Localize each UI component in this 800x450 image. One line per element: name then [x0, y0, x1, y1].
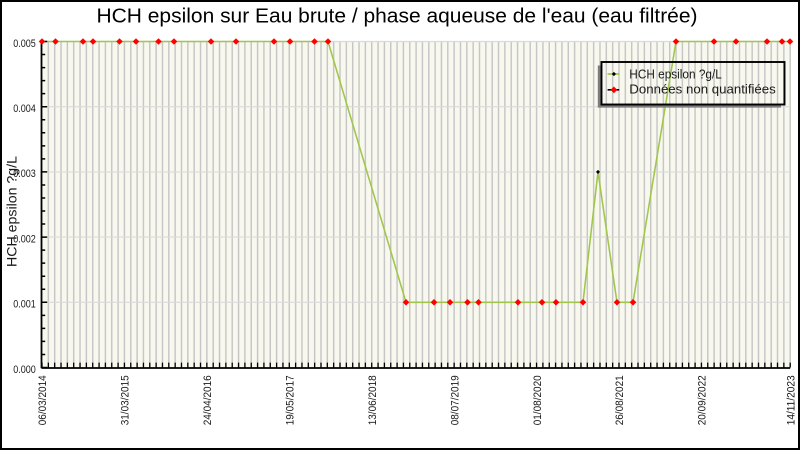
svg-text:19/05/2017: 19/05/2017	[285, 375, 297, 425]
svg-text:0.001: 0.001	[13, 299, 36, 311]
svg-text:08/07/2019: 08/07/2019	[449, 375, 461, 425]
svg-text:0.000: 0.000	[13, 364, 36, 376]
svg-text:13/06/2018: 13/06/2018	[367, 375, 379, 425]
svg-text:0.004: 0.004	[13, 103, 36, 115]
svg-text:06/03/2014: 06/03/2014	[37, 375, 49, 425]
svg-text:0.003: 0.003	[13, 168, 36, 180]
svg-text:0.002: 0.002	[13, 233, 36, 245]
svg-text:0.005: 0.005	[13, 38, 36, 50]
svg-text:31/03/2015: 31/03/2015	[120, 375, 132, 425]
svg-text:HCH epsilon ?g/L: HCH epsilon ?g/L	[629, 66, 722, 81]
svg-text:14/11/2023: 14/11/2023	[785, 375, 797, 425]
svg-text:24/04/2016: 24/04/2016	[202, 375, 214, 425]
svg-text:HCH epsilon ?g/L: HCH epsilon ?g/L	[5, 156, 21, 267]
svg-text:26/08/2021: 26/08/2021	[614, 375, 626, 425]
svg-text:HCH epsilon sur Eau brute / ph: HCH epsilon sur Eau brute / phase aqueus…	[97, 4, 698, 27]
svg-text:01/08/2020: 01/08/2020	[532, 375, 544, 425]
svg-text:Données non quantifiées: Données non quantifiées	[629, 82, 776, 97]
svg-text:20/09/2022: 20/09/2022	[697, 375, 709, 425]
